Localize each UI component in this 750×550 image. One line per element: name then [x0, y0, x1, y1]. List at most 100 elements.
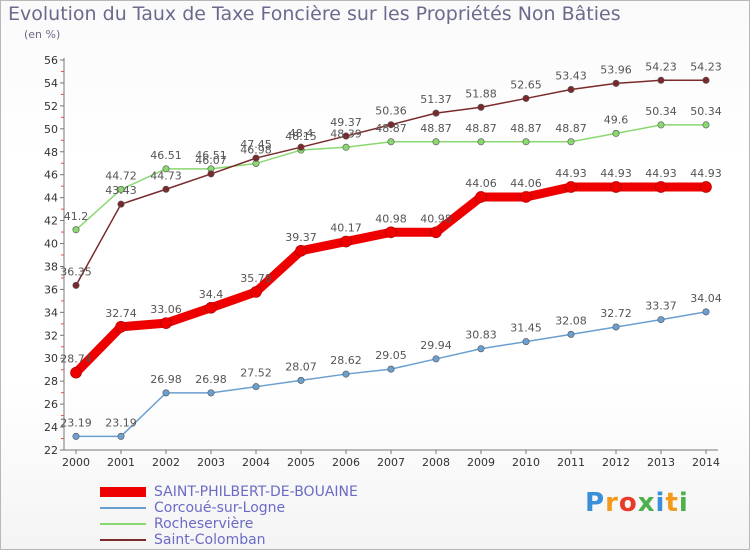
logo-letter: x	[637, 488, 656, 518]
data-label: 44.93	[555, 167, 587, 180]
data-label: 54.23	[645, 60, 677, 73]
data-point	[477, 138, 485, 146]
data-point	[612, 323, 620, 331]
legend-swatch	[100, 539, 146, 541]
data-label: 53.43	[555, 69, 587, 82]
data-label: 49.37	[330, 116, 362, 129]
x-tick-label: 2009	[467, 456, 495, 469]
data-label: 36.35	[60, 265, 92, 278]
data-label: 44.93	[690, 167, 722, 180]
data-label: 44.73	[150, 169, 182, 182]
data-point	[387, 138, 395, 146]
data-label: 26.98	[195, 373, 227, 386]
legend-swatch	[100, 487, 146, 497]
logo-letter: i	[678, 488, 689, 518]
x-tick-label: 2002	[152, 456, 180, 469]
y-tick-label: 38	[44, 260, 58, 273]
data-point	[207, 170, 215, 178]
data-point	[432, 109, 440, 117]
data-point	[702, 308, 710, 316]
data-label: 48.87	[555, 122, 587, 135]
data-point	[387, 365, 395, 373]
legend-item: SAINT-PHILBERT-DE-BOUAINE	[100, 484, 460, 500]
data-label: 48.87	[465, 122, 497, 135]
legend-label: SAINT-PHILBERT-DE-BOUAINE	[154, 484, 358, 500]
data-point	[385, 226, 397, 239]
data-point	[297, 143, 305, 151]
legend-item: Rocheservière	[100, 516, 460, 532]
data-point	[432, 355, 440, 363]
data-point	[342, 143, 350, 151]
data-label: 49.6	[604, 113, 629, 126]
y-tick-label: 32	[44, 329, 58, 342]
data-point	[162, 165, 170, 173]
data-point	[72, 281, 80, 289]
data-point	[117, 200, 125, 208]
data-label: 35.78	[240, 272, 272, 285]
legend-label: Corcoué-sur-Logne	[154, 500, 286, 516]
unit-label: (en %)	[24, 28, 61, 41]
legend-item: Corcoué-sur-Logne	[100, 500, 460, 516]
data-point	[342, 370, 350, 378]
data-point	[567, 85, 575, 93]
data-label: 44.72	[105, 169, 137, 182]
y-tick-label: 34	[44, 306, 58, 319]
data-point	[250, 286, 262, 298]
data-point	[477, 103, 485, 111]
data-label: 46.98	[240, 143, 272, 156]
legend-swatch	[100, 523, 146, 525]
data-label: 28.74	[60, 353, 92, 366]
y-tick-label: 46	[44, 169, 58, 182]
data-label: 31.45	[510, 322, 542, 335]
y-tick-label: 40	[44, 238, 58, 251]
data-point	[475, 191, 487, 203]
data-point	[117, 185, 125, 193]
data-point	[702, 121, 710, 129]
data-point	[565, 181, 577, 193]
data-label: 23.19	[60, 416, 92, 429]
data-label: 51.88	[465, 87, 497, 100]
data-point	[655, 181, 667, 193]
y-tick-label: 36	[44, 283, 58, 296]
data-label: 32.08	[555, 314, 587, 327]
data-label: 50.36	[375, 105, 407, 118]
data-point	[387, 121, 395, 129]
x-tick-label: 2010	[512, 456, 540, 469]
y-tick-label: 50	[44, 123, 58, 136]
data-label: 48.87	[420, 122, 452, 135]
data-point	[295, 244, 307, 257]
data-label: 48.39	[330, 127, 362, 140]
data-point	[207, 389, 215, 397]
x-tick-label: 2000	[62, 456, 90, 469]
y-tick-label: 26	[44, 398, 58, 411]
data-label: 53.96	[600, 63, 632, 76]
data-point	[522, 338, 530, 346]
data-point	[522, 94, 530, 102]
legend-label: Rocheservière	[154, 516, 254, 532]
x-tick-label: 2007	[377, 456, 405, 469]
logo-letter: t	[665, 488, 679, 518]
data-label: 33.06	[150, 303, 182, 316]
x-tick-label: 2014	[692, 456, 720, 469]
data-point	[340, 235, 352, 248]
data-label: 40.98	[375, 212, 407, 225]
data-label: 44.06	[465, 177, 497, 190]
proxiti-logo: Proxiti	[585, 488, 689, 518]
data-point	[297, 376, 305, 384]
data-point	[162, 389, 170, 397]
data-label: 50.34	[645, 105, 677, 118]
data-point	[567, 330, 575, 338]
data-label: 40.17	[330, 222, 362, 235]
y-tick-label: 54	[44, 77, 58, 90]
x-tick-label: 2004	[242, 456, 270, 469]
data-label: 48.4	[289, 127, 314, 140]
x-tick-label: 2006	[332, 456, 360, 469]
data-label: 27.52	[240, 367, 272, 380]
y-tick-label: 44	[44, 192, 58, 205]
data-label: 46.51	[195, 149, 227, 162]
y-tick-label: 22	[44, 444, 58, 457]
data-label: 44.93	[600, 167, 632, 180]
data-point	[205, 301, 217, 314]
data-label: 29.94	[420, 339, 452, 352]
